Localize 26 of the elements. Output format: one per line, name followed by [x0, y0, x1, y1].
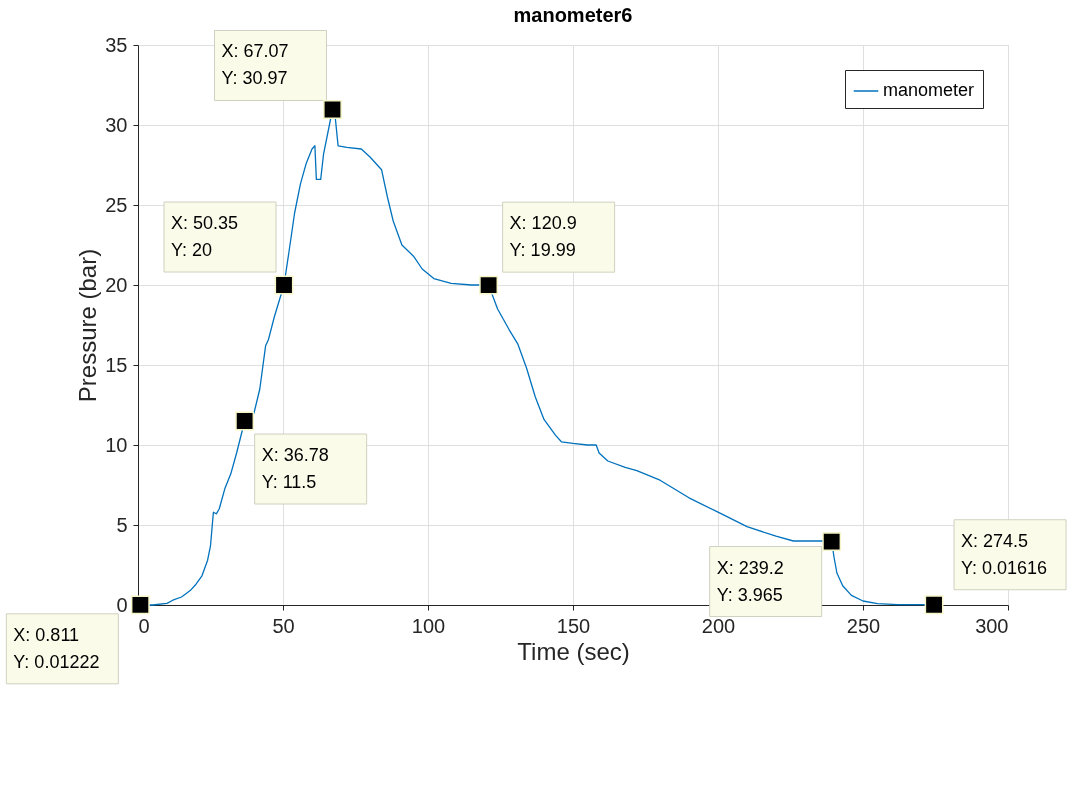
y-tick-label: 25 — [105, 193, 128, 216]
annotation: X: 36.78 Y: 11.5 — [261, 445, 329, 492]
y-tick-label: 20 — [105, 273, 128, 296]
x-tick-label: 100 — [411, 614, 446, 637]
y-tick-label: 0 — [116, 593, 128, 616]
chart-title: manometer6 — [513, 3, 633, 26]
x-tick-label: 300 — [975, 614, 1009, 637]
y-axis-title: Pressure (bar) — [74, 248, 102, 403]
annotation: X: 67.07 Y: 30.97 — [221, 41, 289, 89]
legend-label: manometer — [883, 80, 975, 100]
x-tick-label: 200 — [701, 614, 736, 637]
x-tick-label: 0 — [138, 614, 150, 637]
y-tick-label: 10 — [105, 433, 128, 456]
annotation: X: 274.5 Y: 0.01616 — [961, 530, 1048, 578]
x-tick-label: 50 — [272, 614, 295, 637]
annotation: X: 0.811 Y: 0.01222 — [13, 624, 100, 672]
y-tick-label: 15 — [105, 353, 128, 376]
y-tick-label: 5 — [116, 513, 128, 536]
x-axis-title: Time (sec) — [517, 637, 630, 665]
annotation: X: 120.9 Y: 19.99 — [509, 213, 577, 261]
y-tick-label: 30 — [105, 113, 128, 136]
x-tick-label: 250 — [846, 614, 881, 637]
annotation: X: 50.35 Y: 20 — [171, 213, 239, 260]
annotation: X: 239.2 Y: 3.965 — [716, 557, 784, 605]
y-tick-label: 35 — [105, 33, 128, 56]
x-tick-label: 150 — [556, 614, 591, 637]
